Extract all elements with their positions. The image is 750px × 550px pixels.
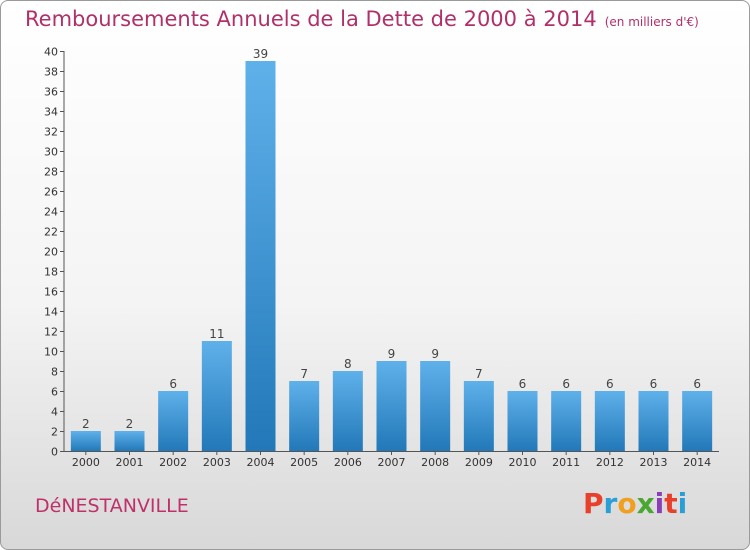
y-tick-label: 28: [44, 166, 58, 179]
bar-2000: [70, 431, 101, 451]
x-tick-label: 2000: [72, 456, 100, 469]
y-tick-label: 12: [44, 326, 58, 339]
logo-letter: o: [617, 487, 637, 520]
y-tick-label: 20: [44, 246, 58, 259]
x-tick-label: 2003: [203, 456, 231, 469]
y-tick-label: 10: [44, 346, 58, 359]
title-text: Remboursements Annuels de la Dette de 20…: [25, 7, 597, 31]
bar-value-label: 7: [300, 367, 308, 381]
x-tick-label: 2002: [159, 456, 187, 469]
x-axis: 2000 2001 2002 2003 2004 2005 2006 2007 2008 2009…: [64, 451, 719, 469]
unit-label: (en milliers d'€): [604, 15, 699, 29]
x-tick-label: 2001: [116, 456, 144, 469]
y-tick-label: 30: [44, 146, 58, 159]
y-tick-label: 8: [51, 366, 58, 379]
bars-group: 2 2 6 11 39 7 8 9 9 7 6 6 6 6 6: [70, 47, 713, 451]
bar-value-label: 8: [344, 357, 352, 371]
chart-title: Remboursements Annuels de la Dette de 20…: [25, 7, 699, 31]
bar-2011: [551, 391, 582, 451]
bar-2010: [507, 391, 538, 451]
logo-letter: i: [654, 487, 665, 520]
y-tick-label: 0: [51, 446, 58, 459]
x-tick-label: 2009: [465, 456, 493, 469]
logo-letter: x: [636, 487, 655, 520]
x-tick-label: 2014: [683, 456, 711, 469]
bar-value-label: 6: [562, 377, 570, 391]
bar-value-label: 9: [388, 347, 396, 361]
x-tick-label: 2005: [290, 456, 318, 469]
y-tick-label: 24: [44, 206, 58, 219]
x-tick-label: 2011: [552, 456, 580, 469]
x-tick-label: 2004: [247, 456, 275, 469]
bar-2013: [638, 391, 669, 451]
bar-2005: [289, 381, 320, 451]
bar-value-label: 6: [169, 377, 177, 391]
bar-2012: [594, 391, 625, 451]
y-tick-label: 2: [51, 426, 58, 439]
y-tick-label: 36: [44, 86, 58, 99]
x-tick-label: 2013: [640, 456, 668, 469]
bar-2001: [114, 431, 145, 451]
y-tick-label: 38: [44, 66, 58, 79]
y-tick-label: 34: [44, 106, 58, 119]
logo-letter: i: [677, 487, 688, 520]
y-tick-label: 4: [51, 406, 58, 419]
logo-letter: r: [603, 487, 618, 520]
y-tick-label: 16: [44, 286, 58, 299]
bar-2014: [682, 391, 713, 451]
bar-2007: [376, 361, 407, 451]
y-tick-label: 18: [44, 266, 58, 279]
bar-value-label: 2: [126, 417, 134, 431]
logo-letter: P: [583, 487, 604, 520]
y-tick-label: 40: [44, 46, 58, 59]
commune-name: DéNESTANVILLE: [35, 495, 189, 517]
y-tick-label: 26: [44, 186, 58, 199]
y-tick-label: 14: [44, 306, 58, 319]
bar-value-label: 7: [475, 367, 483, 381]
bar-value-label: 6: [693, 377, 701, 391]
bar-value-label: 9: [431, 347, 439, 361]
bar-value-label: 6: [606, 377, 614, 391]
bar-value-label: 6: [519, 377, 527, 391]
bar-value-label: 39: [253, 47, 268, 61]
proxiti-logo: Proxiti: [583, 487, 687, 520]
bar-value-label: 6: [650, 377, 658, 391]
x-tick-label: 2008: [421, 456, 449, 469]
bar-value-label: 2: [82, 417, 90, 431]
x-tick-label: 2007: [378, 456, 406, 469]
logo-letter: t: [664, 487, 678, 520]
bar-2008: [420, 361, 451, 451]
bar-2004: [245, 61, 276, 451]
bar-2006: [332, 371, 363, 451]
bar-2002: [158, 391, 189, 451]
bar-value-label: 11: [209, 327, 224, 341]
y-tick-label: 32: [44, 126, 58, 139]
bar-2009: [463, 381, 494, 451]
y-tick-label: 6: [51, 386, 58, 399]
x-tick-label: 2012: [596, 456, 624, 469]
bar-2003: [201, 341, 232, 451]
x-tick-label: 2010: [509, 456, 537, 469]
y-tick-label: 22: [44, 226, 58, 239]
x-tick-label: 2006: [334, 456, 362, 469]
